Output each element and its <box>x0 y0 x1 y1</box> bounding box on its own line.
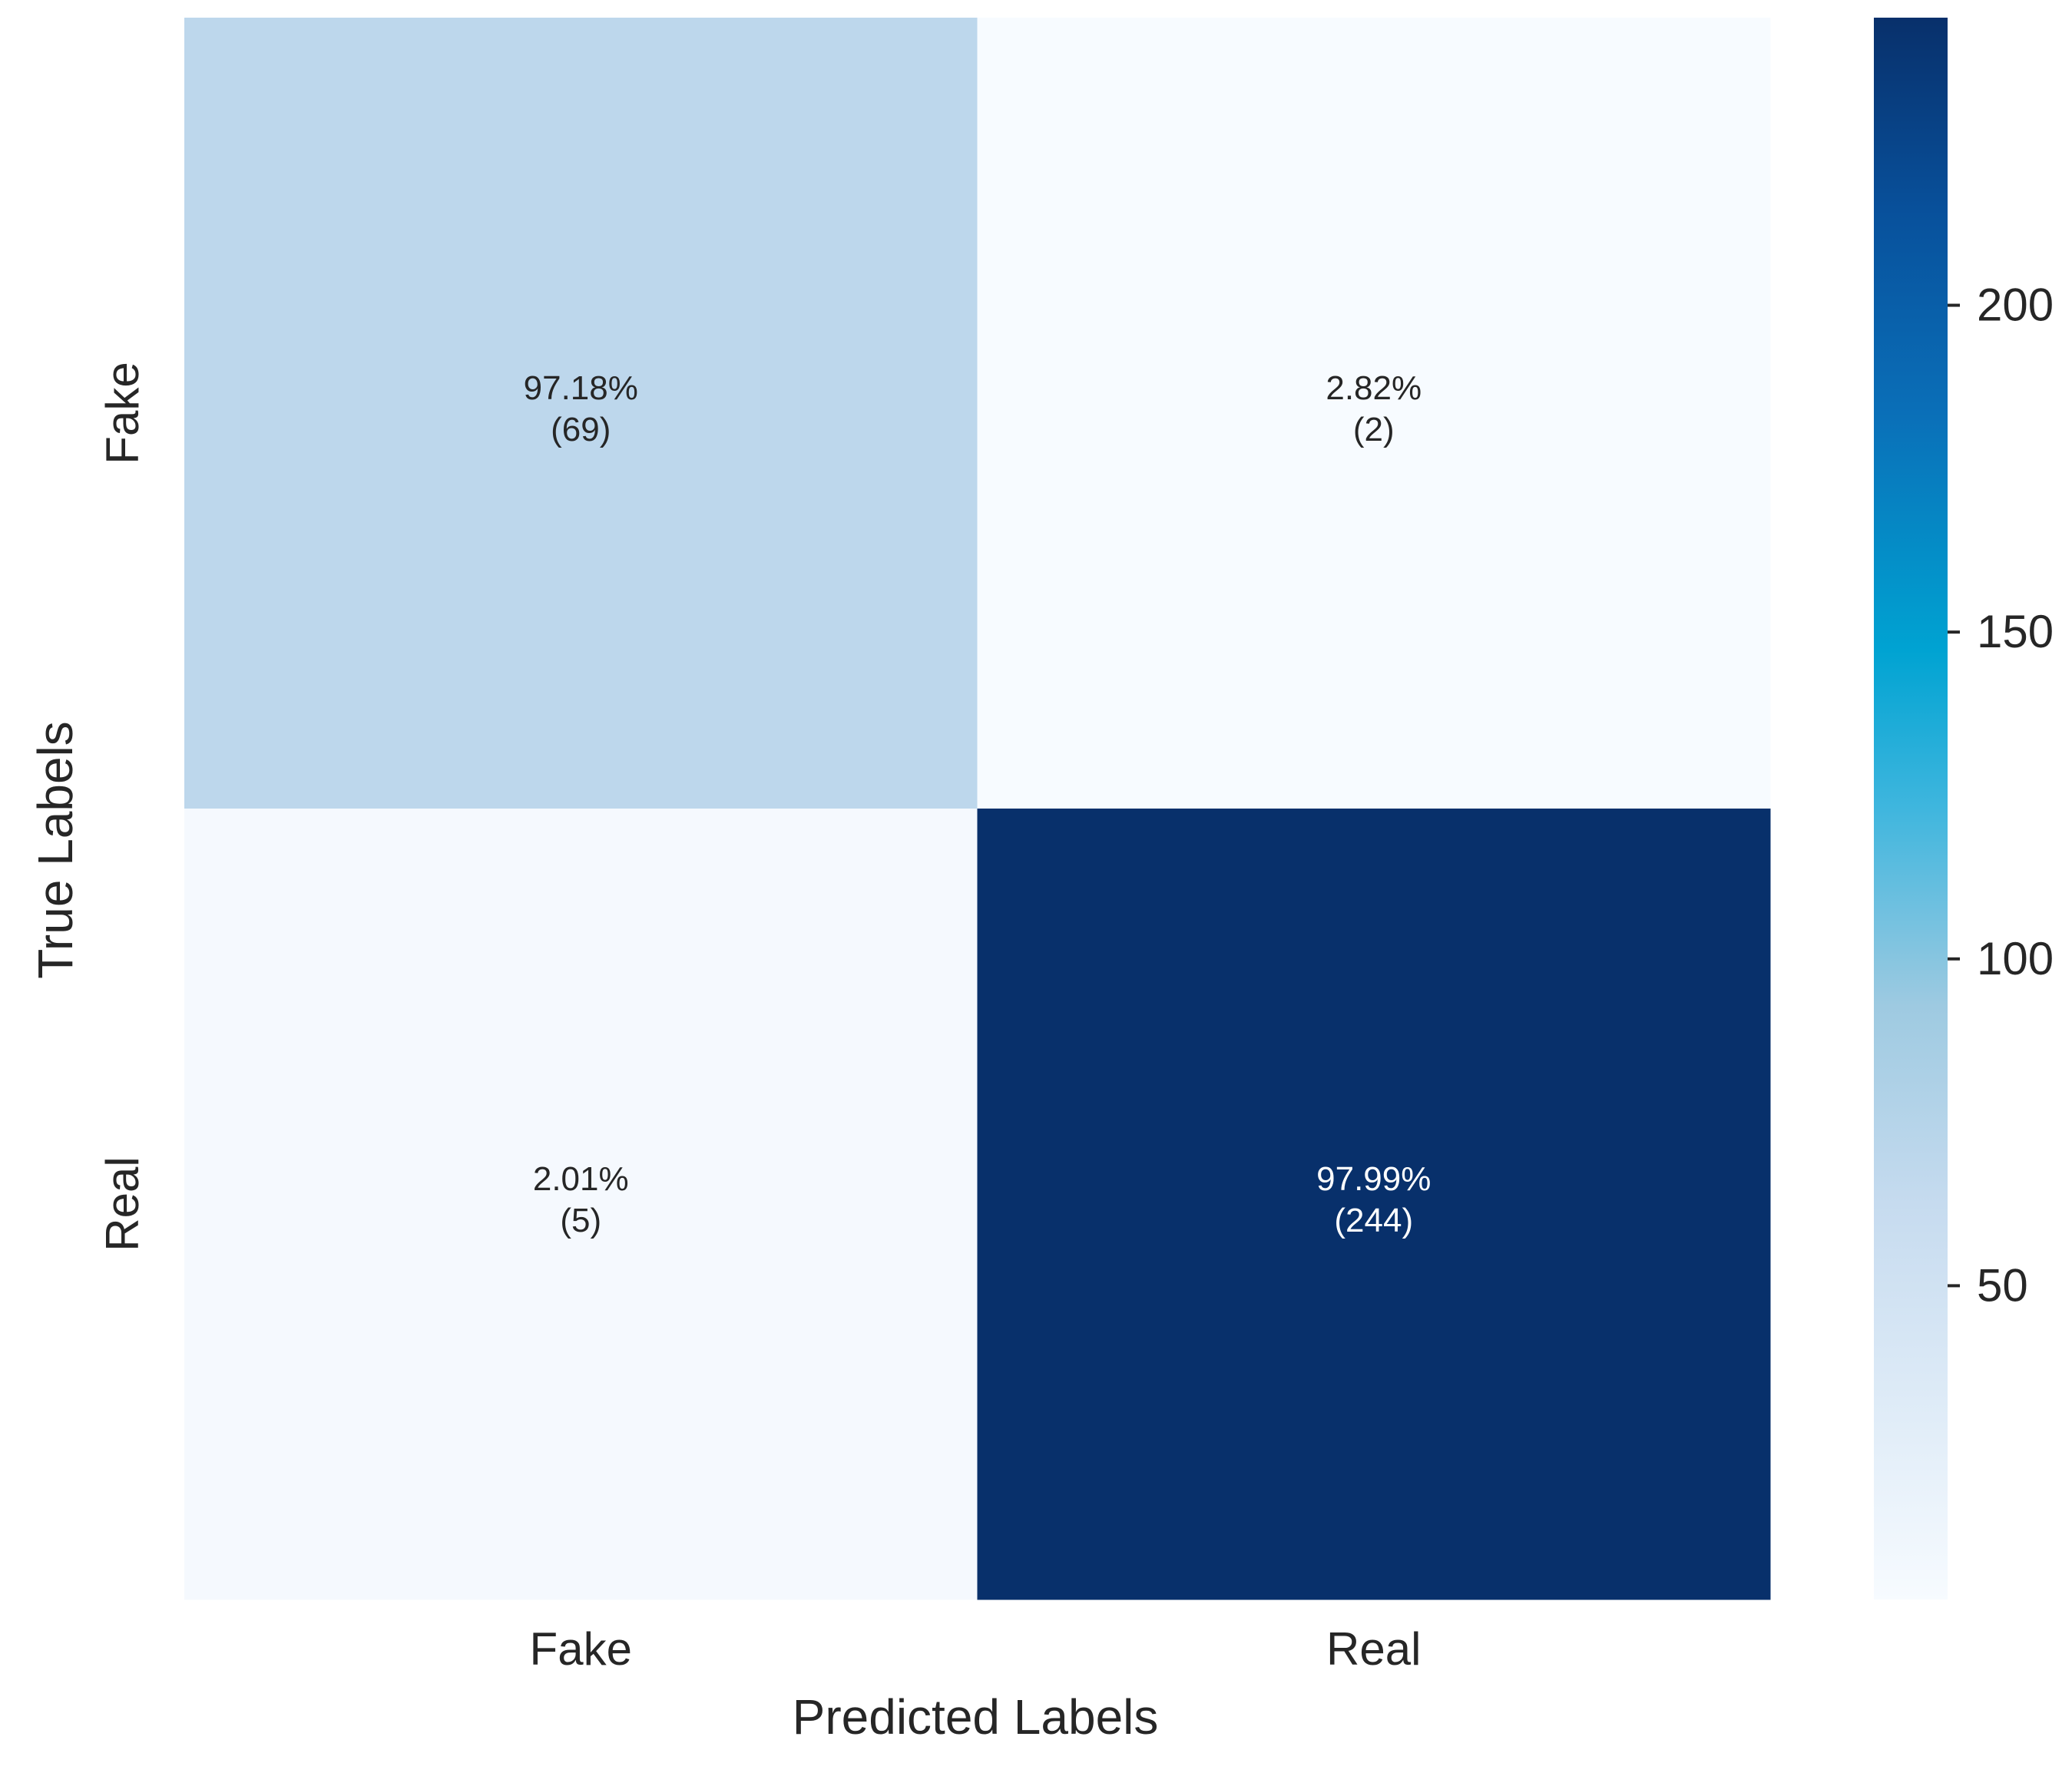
y-tick-label: Real <box>97 1156 148 1251</box>
x-axis-label: Predicted Labels <box>793 1689 1159 1745</box>
cell-percentage-label: 2.82% <box>1326 369 1422 407</box>
colorbar-tick-label: 200 <box>1977 280 2054 331</box>
heatmap-cell-fake-fake <box>184 18 978 809</box>
cell-count-label: (5) <box>560 1202 601 1239</box>
heatmap-cell-fake-real <box>977 18 1771 809</box>
x-tick-label: Fake <box>530 1623 632 1675</box>
x-tick-label: Real <box>1326 1623 1421 1675</box>
heatmap-cell-real-fake <box>184 809 978 1600</box>
cell-percentage-label: 2.01% <box>533 1160 629 1198</box>
colorbar <box>1874 18 1948 1599</box>
y-axis-label: True Labels <box>28 721 83 979</box>
colorbar-tick-label: 150 <box>1977 606 2054 657</box>
cell-percentage-label: 97.18% <box>524 369 638 407</box>
colorbar-tick-label: 100 <box>1977 933 2054 984</box>
cell-count-label: (244) <box>1334 1202 1413 1239</box>
cell-count-label: (69) <box>551 411 611 448</box>
colorbar-tick-label: 50 <box>1977 1259 2028 1311</box>
heatmap-cell-real-real <box>977 809 1771 1600</box>
y-tick-label: Fake <box>97 362 148 464</box>
cell-percentage-label: 97.99% <box>1316 1160 1431 1198</box>
cell-count-label: (2) <box>1353 411 1395 448</box>
